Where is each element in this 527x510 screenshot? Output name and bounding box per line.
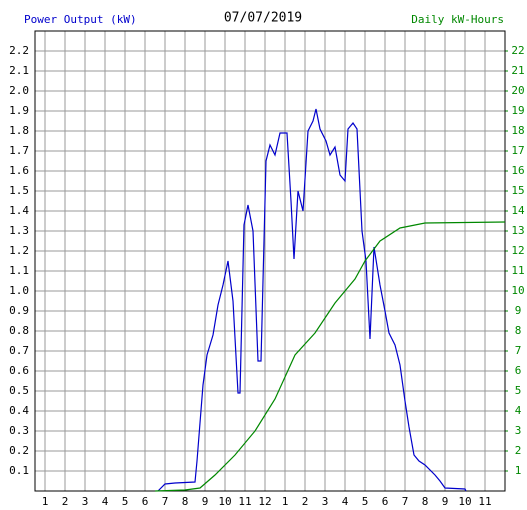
y2-tick-label: 14 <box>511 204 525 217</box>
y-tick-label: 0.8 <box>9 324 29 337</box>
x-tick-label: 9 <box>442 495 449 508</box>
x-tick-label: 10 <box>458 495 471 508</box>
x-tick-label: 2 <box>62 495 69 508</box>
y2-tick-label: 4 <box>515 404 522 417</box>
x-tick-label: 3 <box>82 495 89 508</box>
y2-tick-label: 18 <box>511 124 524 137</box>
y2-tick-label: 1 <box>515 464 522 477</box>
x-tick-label: 8 <box>182 495 189 508</box>
x-tick-label: 5 <box>362 495 369 508</box>
y-tick-label: 1.8 <box>9 124 29 137</box>
x-tick-label: 12 <box>258 495 271 508</box>
y2-tick-label: 20 <box>511 84 524 97</box>
y2-tick-label: 9 <box>515 304 522 317</box>
y2-tick-label: 13 <box>511 224 524 237</box>
y-tick-label: 1.0 <box>9 284 29 297</box>
y-tick-label: 0.3 <box>9 424 29 437</box>
y2-tick-label: 5 <box>515 384 522 397</box>
x-tick-label: 11 <box>238 495 251 508</box>
y-tick-label: 0.1 <box>9 464 29 477</box>
y-tick-label: 0.5 <box>9 384 29 397</box>
x-tick-label: 4 <box>102 495 109 508</box>
y-tick-label: 1.5 <box>9 184 29 197</box>
y-tick-label: 1.2 <box>9 244 29 257</box>
y-axis-title: Power Output (kW) <box>24 13 137 26</box>
y-tick-label: 2.0 <box>9 84 29 97</box>
y-tick-label: 2.1 <box>9 64 29 77</box>
y2-tick-label: 22 <box>511 44 524 57</box>
y2-tick-label: 3 <box>515 424 522 437</box>
y2-tick-label: 12 <box>511 244 524 257</box>
data-line <box>154 221 506 492</box>
y2-tick-label: 7 <box>515 344 522 357</box>
y2-tick-label: 2 <box>515 444 522 457</box>
x-tick-label: 2 <box>302 495 309 508</box>
chart-title: 07/07/2019 <box>224 11 302 26</box>
y-tick-label: 0.4 <box>9 404 29 417</box>
y2-tick-label: 17 <box>511 144 524 157</box>
y2-tick-label: 11 <box>511 264 524 277</box>
y2-tick-label: 21 <box>511 64 524 77</box>
y2-tick-label: 10 <box>511 284 524 297</box>
x-tick-label: 9 <box>202 495 209 508</box>
x-tick-label: 7 <box>162 495 169 508</box>
x-tick-label: 10 <box>218 495 231 508</box>
y2-axis-title: Daily kW-Hours <box>411 13 504 26</box>
x-tick-label: 7 <box>402 495 409 508</box>
y-tick-label: 1.7 <box>9 144 29 157</box>
y-tick-label: 1.9 <box>9 104 29 117</box>
y-tick-label: 1.3 <box>9 224 29 237</box>
y-tick-label: 2.2 <box>9 44 29 57</box>
x-tick-label: 1 <box>282 495 289 508</box>
y2-tick-label: 8 <box>515 324 522 337</box>
x-tick-label: 3 <box>322 495 329 508</box>
x-tick-label: 1 <box>42 495 49 508</box>
y2-tick-label: 6 <box>515 364 522 377</box>
y-tick-label: 0.9 <box>9 304 29 317</box>
y2-tick-label: 19 <box>511 104 524 117</box>
y-tick-label: 1.1 <box>9 264 29 277</box>
y-tick-label: 1.4 <box>9 204 29 217</box>
y-tick-label: 0.6 <box>9 364 29 377</box>
y-tick-label: 0.2 <box>9 444 29 457</box>
y-tick-label: 1.6 <box>9 164 29 177</box>
x-tick-label: 4 <box>342 495 349 508</box>
data-line <box>157 108 467 492</box>
x-tick-label: 5 <box>122 495 129 508</box>
y2-tick-label: 16 <box>511 164 524 177</box>
y2-tick-label: 15 <box>511 184 524 197</box>
plot-frame <box>34 30 506 492</box>
x-tick-label: 8 <box>422 495 429 508</box>
x-tick-label: 6 <box>142 495 149 508</box>
y-tick-label: 0.7 <box>9 344 29 357</box>
x-tick-label: 11 <box>478 495 491 508</box>
x-tick-label: 6 <box>382 495 389 508</box>
